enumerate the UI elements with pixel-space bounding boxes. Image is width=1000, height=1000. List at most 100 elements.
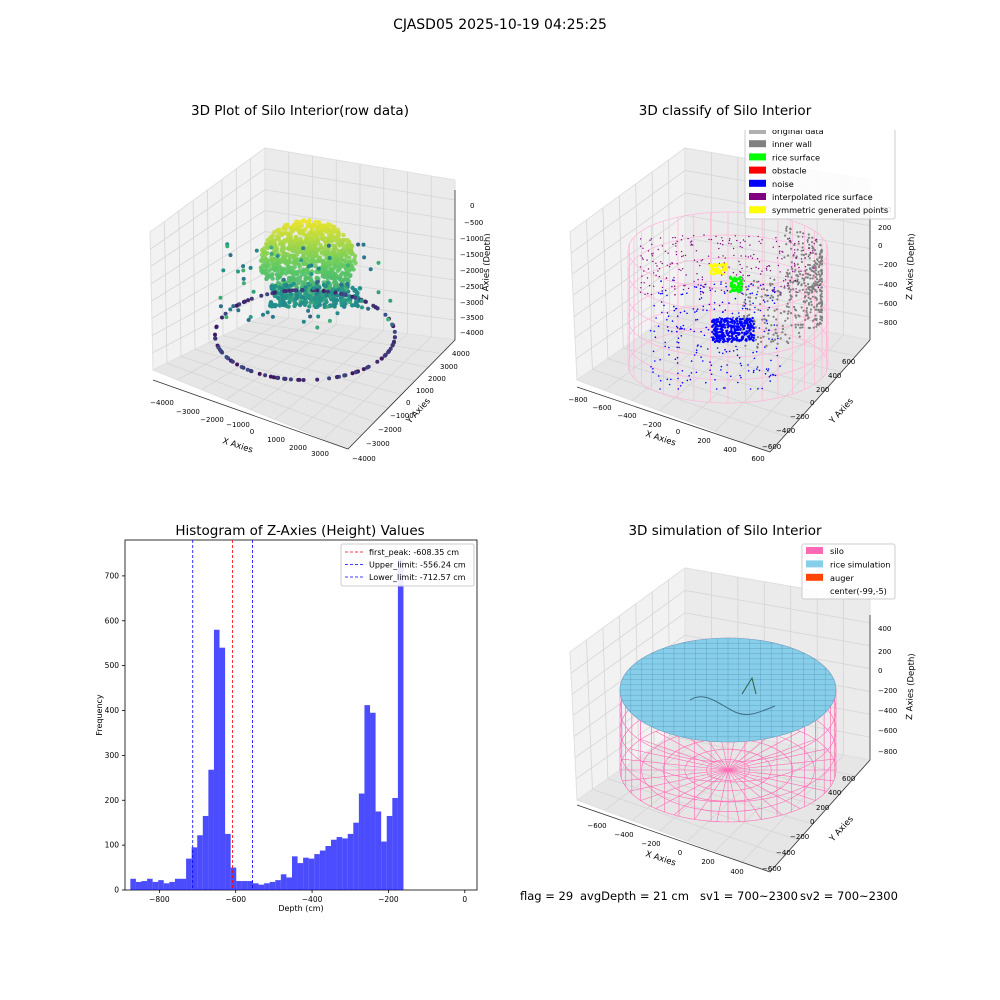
point <box>340 253 345 258</box>
noise-point <box>700 356 702 359</box>
interpolated-point <box>642 258 644 260</box>
noise-point <box>738 315 740 318</box>
gridline <box>602 207 609 359</box>
raw-ytick: 3000 <box>440 363 458 371</box>
silo-floor-spoke <box>727 769 783 816</box>
raw-xtick: −1000 <box>226 421 250 429</box>
noise-point <box>743 331 746 335</box>
noise-point <box>688 375 690 377</box>
inner-wall-point <box>800 284 803 287</box>
inner-wall-point <box>812 270 815 273</box>
inner-wall-point <box>820 302 824 305</box>
inner-wall-point <box>811 236 814 239</box>
noise-point <box>759 309 762 312</box>
gridline <box>574 259 686 339</box>
inner-wall-point <box>809 289 812 292</box>
gridline <box>571 192 686 275</box>
interpolated-point <box>647 268 650 270</box>
simulation-ztick: −200 <box>878 687 897 695</box>
gridline <box>602 627 609 779</box>
raw-ztick: −3500 <box>460 314 484 322</box>
point <box>288 291 293 297</box>
inner-wall-point <box>816 278 819 281</box>
inner-wall-point <box>819 274 822 277</box>
inner-wall-point <box>762 335 765 338</box>
interpolated-point <box>755 266 757 268</box>
interpolated-point <box>639 245 642 247</box>
legend-swatch <box>749 140 766 148</box>
interpolated-point <box>795 288 797 290</box>
classify-xtick: 200 <box>697 437 710 445</box>
interpolated-point <box>701 291 704 293</box>
classify-zlabel: Z Axies (Depth) <box>905 233 917 300</box>
inner-wall-point <box>804 256 807 260</box>
noise-point <box>718 351 721 354</box>
histogram-bar <box>258 884 265 890</box>
inner-wall-point <box>807 316 810 319</box>
interpolated-point <box>787 283 789 285</box>
simulation-plot-axes <box>576 615 871 873</box>
noise-point <box>649 329 652 332</box>
point <box>390 342 395 347</box>
histogram-bar <box>297 863 304 890</box>
point <box>337 266 342 272</box>
point <box>241 264 246 269</box>
gridline <box>654 746 842 793</box>
inner-wall-point <box>775 324 779 327</box>
noise-point <box>694 311 696 313</box>
interpolated-point <box>761 270 763 272</box>
noise-point <box>746 327 749 330</box>
classify-xticks: −800 −600 −400 −200 0 200 400 600 <box>568 396 764 463</box>
point <box>287 288 292 293</box>
legend-label: noise <box>772 179 794 189</box>
symmetric-point <box>709 263 713 267</box>
interpolated-point <box>746 289 748 291</box>
inner-wall-point <box>794 314 797 317</box>
auger <box>741 676 757 695</box>
point <box>308 314 313 319</box>
interpolated-point <box>740 255 742 257</box>
simulation-ztick: −400 <box>878 707 897 715</box>
point <box>352 253 358 259</box>
point <box>264 241 269 247</box>
point <box>303 276 308 282</box>
noise-point <box>661 292 664 295</box>
interpolated-point <box>800 270 802 272</box>
noise-point <box>748 327 752 331</box>
inner-wall-point <box>804 291 807 294</box>
gridline <box>638 756 828 809</box>
histogram-bar <box>331 839 337 890</box>
inner-wall-point <box>797 331 801 334</box>
inner-wall-point <box>766 300 769 303</box>
point <box>267 273 272 279</box>
histogram-bar <box>347 833 354 890</box>
point <box>224 315 229 320</box>
point <box>324 299 329 305</box>
interpolated-point <box>653 272 655 274</box>
point <box>325 281 330 285</box>
point <box>341 232 346 238</box>
inner-wall-point <box>770 294 773 297</box>
simulation-ztick: 0 <box>878 667 882 675</box>
interpolated-point <box>699 264 701 267</box>
point <box>383 312 388 317</box>
inner-wall-point <box>787 306 790 309</box>
point <box>331 271 336 276</box>
noise-point <box>723 334 726 337</box>
interpolated-point <box>780 285 782 288</box>
classify-ytick: −600 <box>762 443 781 451</box>
interpolated-point <box>793 262 796 265</box>
inner-wall-point <box>804 284 807 287</box>
gridline <box>250 321 442 355</box>
noise-point <box>752 351 754 354</box>
inner-wall-point <box>786 312 790 315</box>
interpolated-point <box>794 271 796 273</box>
interpolated-point <box>684 284 686 287</box>
inner-wall-point <box>781 331 784 334</box>
point <box>313 264 318 269</box>
point <box>287 299 292 305</box>
interpolated-point <box>736 239 738 242</box>
inner-wall-point <box>799 273 802 276</box>
inner-wall-point <box>819 322 823 325</box>
interpolated-point <box>689 241 692 243</box>
